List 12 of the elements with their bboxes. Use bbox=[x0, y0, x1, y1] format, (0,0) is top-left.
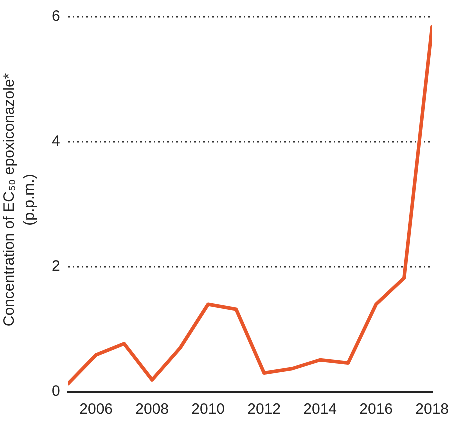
x-tick-label: 2010 bbox=[192, 401, 226, 418]
y-tick-label: 0 bbox=[52, 383, 60, 400]
y-tick-label: 2 bbox=[52, 258, 60, 276]
x-tick-label: 2016 bbox=[360, 401, 394, 418]
x-tick-label: 2006 bbox=[80, 401, 114, 418]
x-tick-label: 2008 bbox=[136, 401, 170, 418]
x-tick-label: 2012 bbox=[248, 401, 282, 418]
y-tick-label: 6 bbox=[52, 8, 60, 26]
x-tick-label: 2018 bbox=[416, 401, 450, 418]
y-axis-title: Concentration of EC₅₀ epoxiconazole* (p.p.m.) bbox=[0, 72, 39, 329]
y-tick-label: 4 bbox=[52, 133, 60, 150]
x-tick-label: 2014 bbox=[304, 401, 338, 418]
